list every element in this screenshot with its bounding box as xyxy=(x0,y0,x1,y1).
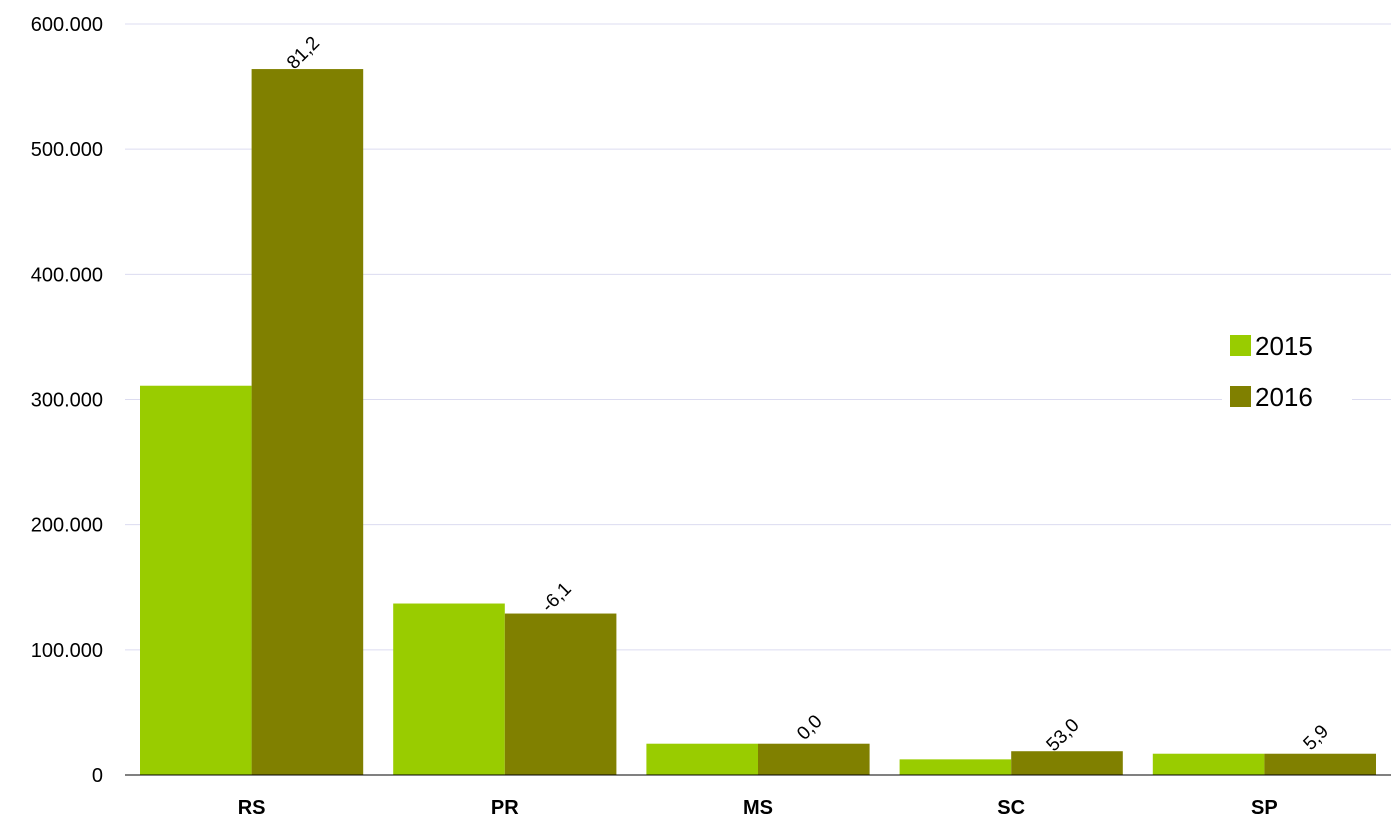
x-category-label: PR xyxy=(491,797,519,819)
bar-rs-2015 xyxy=(140,385,252,775)
bar-pr-2016 xyxy=(504,613,617,775)
bar-sp-2015 xyxy=(1152,753,1265,775)
legend: 2015 2016 xyxy=(1222,327,1352,412)
x-category-label: SP xyxy=(1251,797,1278,819)
y-tick-label: 600.000 xyxy=(31,14,103,36)
y-tick-label: 300.000 xyxy=(31,390,103,412)
x-category-label: MS xyxy=(743,797,773,819)
legend-swatch-2016 xyxy=(1230,386,1251,407)
bar-sc-2016 xyxy=(1011,751,1123,775)
bar-sp-2016 xyxy=(1264,753,1376,775)
data-label: -6,1 xyxy=(538,579,576,617)
data-label: 53,0 xyxy=(1043,715,1084,756)
y-axis: 0 100.000 200.000 300.000 400.000 500.000 600.… xyxy=(31,14,103,787)
x-category-label: SC xyxy=(997,797,1025,819)
bars xyxy=(140,69,1376,775)
bar-rs-2016 xyxy=(251,69,364,775)
y-tick-label: 100.000 xyxy=(31,640,103,662)
y-tick-label: 500.000 xyxy=(31,139,103,161)
x-axis: RS PR MS SC SP xyxy=(125,774,1391,819)
legend-swatch-2015 xyxy=(1230,335,1251,356)
x-category-label: RS xyxy=(238,797,266,819)
bar-ms-2016 xyxy=(758,743,870,775)
legend-label-2016: 2016 xyxy=(1255,382,1313,412)
legend-label-2015: 2015 xyxy=(1255,331,1313,361)
bar-pr-2015 xyxy=(393,603,505,775)
bar-sc-2015 xyxy=(899,759,1012,775)
y-tick-label: 0 xyxy=(92,765,103,787)
data-label: 0,0 xyxy=(793,711,827,745)
y-tick-label: 400.000 xyxy=(31,264,103,286)
data-label: 5,9 xyxy=(1300,721,1334,755)
bar-ms-2015 xyxy=(646,743,758,775)
y-tick-label: 200.000 xyxy=(31,515,103,537)
data-label: 81,2 xyxy=(283,33,324,74)
